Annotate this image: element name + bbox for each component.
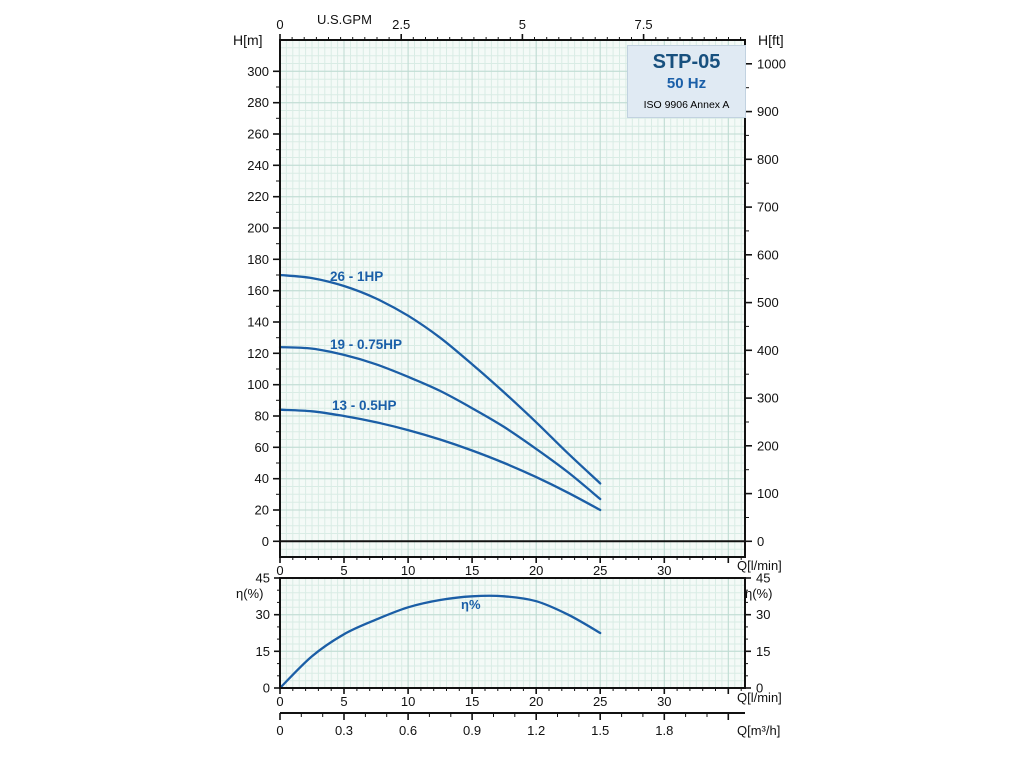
eff-right-tick-label: 30: [756, 607, 770, 622]
bottom-tick-label: 10: [401, 563, 415, 578]
eff-bottom-tick-label: 0: [276, 694, 283, 709]
top-axis-unit-usgpm: U.S.GPM: [317, 12, 372, 27]
m3h-tick-label: 0.3: [335, 723, 353, 738]
curve-label-13-05hp: 13 - 0.5HP: [332, 398, 397, 413]
eff-bottom-tick-label: 10: [401, 694, 415, 709]
m3h-tick-label: 0.9: [463, 723, 481, 738]
bottom-tick-label: 15: [465, 563, 479, 578]
model-title-box: STP-05 50 Hz ISO 9906 Annex A: [627, 45, 746, 119]
right-tick-label: 800: [757, 152, 779, 167]
eff-right-tick-label: 45: [756, 571, 770, 586]
eff-bottom-axis-unit: Q[l/min]: [737, 690, 782, 705]
model-name: STP-05: [652, 51, 721, 73]
eff-left-tick-label: 45: [256, 571, 270, 586]
left-tick-label: 120: [247, 346, 269, 361]
eff-right-tick-label: 15: [756, 644, 770, 659]
eff-bottom-tick-label: 30: [657, 694, 671, 709]
left-tick-label: 0: [262, 534, 269, 549]
head-curve-13-0.5HP: [278, 408, 602, 512]
top-tick-label: 0: [276, 17, 283, 32]
m3h-tick-label: 0: [276, 723, 283, 738]
head-curve-19-0.75HP: [278, 345, 602, 501]
right-tick-label: 600: [757, 247, 779, 262]
left-tick-label: 260: [247, 127, 269, 142]
left-tick-label: 20: [255, 503, 269, 518]
right-tick-label: 200: [757, 438, 779, 453]
m3h-tick-label: 0.6: [399, 723, 417, 738]
curve-label-19-075hp: 19 - 0.75HP: [330, 337, 403, 352]
left-tick-label: 180: [247, 252, 269, 267]
bottom-tick-label: 0: [276, 563, 283, 578]
bottom-tick-label: 30: [657, 563, 671, 578]
eff-bottom-tick-label: 20: [529, 694, 543, 709]
left-tick-label: 60: [255, 440, 269, 455]
efficiency-curve: [278, 594, 602, 690]
left-tick-label: 100: [247, 377, 269, 392]
right-tick-label: 400: [757, 343, 779, 358]
m3h-tick-label: 1.2: [527, 723, 545, 738]
eff-chart-frame: [279, 577, 746, 689]
eff-bottom-tick-label: 25: [593, 694, 607, 709]
left-tick-label: 240: [247, 158, 269, 173]
left-tick-label: 80: [255, 409, 269, 424]
top-tick-label: 5: [519, 17, 526, 32]
right-tick-label: 300: [757, 391, 779, 406]
m3h-tick-label: 1.8: [655, 723, 673, 738]
left-tick-label: 40: [255, 471, 269, 486]
eff-left-tick-label: 30: [256, 607, 270, 622]
right-tick-label: 100: [757, 486, 779, 501]
bottom-tick-label: 20: [529, 563, 543, 578]
left-tick-label: 220: [247, 189, 269, 204]
model-frequency: 50 Hz: [666, 75, 707, 92]
main-chart-frame: [279, 39, 746, 558]
efficiency-curve-label: η%: [461, 597, 481, 612]
m3h-axis-unit: Q[m³/h]: [737, 723, 781, 738]
eff-bottom-tick-label: 5: [340, 694, 347, 709]
eff-left-axis-unit: η(%): [236, 586, 264, 601]
right-tick-label: 900: [757, 104, 779, 119]
head-curve-26-1HP: [278, 273, 602, 485]
bottom-tick-label: 25: [593, 563, 607, 578]
m3h-tick-label: 1.5: [591, 723, 609, 738]
plot-background: [280, 578, 745, 688]
iso-standard-label: ISO 9906 Annex A: [643, 98, 730, 111]
right-tick-label: 700: [757, 200, 779, 215]
main-bottom-axis-unit: Q[l/min]: [737, 558, 782, 573]
eff-right-axis-unit: η(%): [745, 586, 773, 601]
top-tick-label: 7.5: [635, 17, 653, 32]
eff-left-tick-label: 0: [263, 681, 270, 696]
left-tick-label: 300: [247, 64, 269, 79]
eff-left-tick-label: 15: [256, 644, 270, 659]
right-tick-label: 500: [757, 295, 779, 310]
eff-bottom-tick-label: 15: [465, 694, 479, 709]
main-left-axis-unit: H[m]: [233, 32, 263, 48]
eff-right-tick-label: 0: [756, 681, 763, 696]
curve-label-26-1hp: 26 - 1HP: [330, 269, 384, 284]
right-tick-label: 1000: [757, 56, 786, 71]
left-tick-label: 280: [247, 95, 269, 110]
main-right-axis-unit: H[ft]: [758, 32, 784, 48]
left-tick-label: 140: [247, 315, 269, 330]
left-tick-label: 160: [247, 283, 269, 298]
top-tick-label: 2.5: [392, 17, 410, 32]
left-tick-label: 200: [247, 221, 269, 236]
right-tick-label: 0: [757, 534, 764, 549]
bottom-tick-label: 5: [340, 563, 347, 578]
